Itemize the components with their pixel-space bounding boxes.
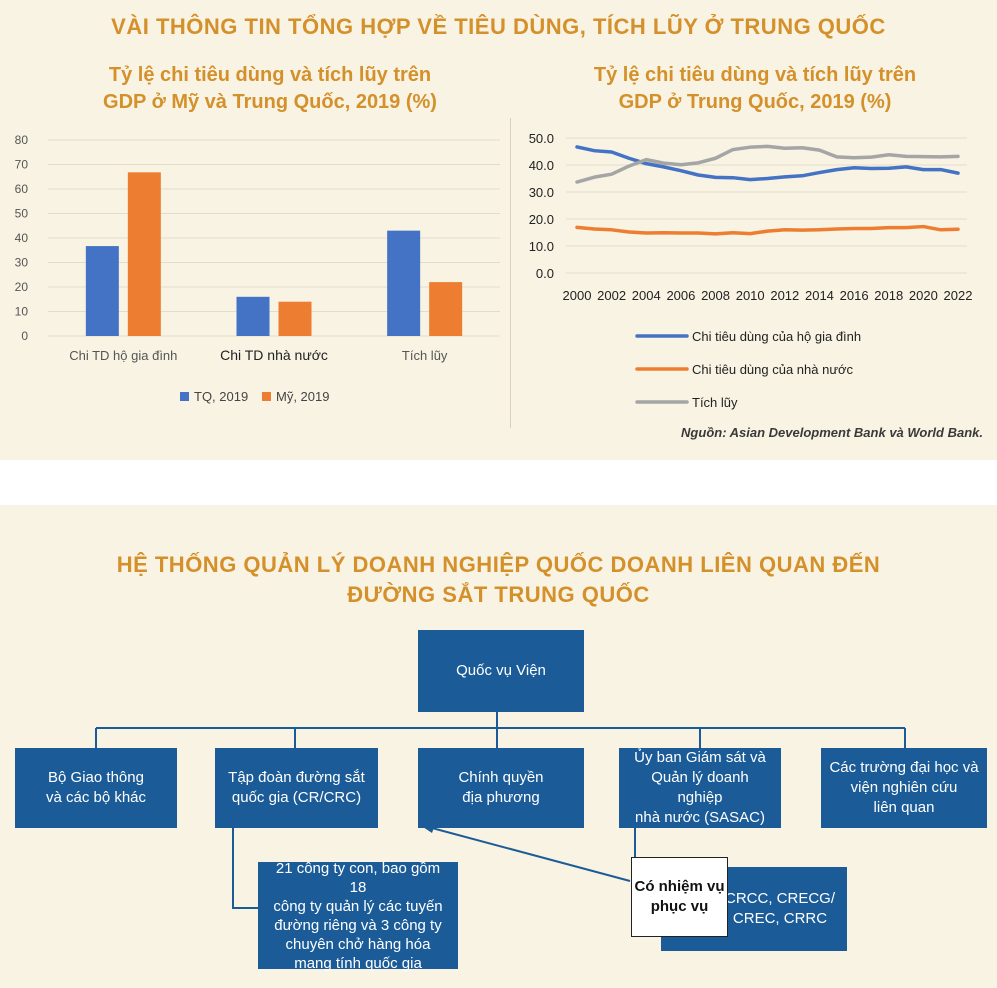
org-box-sasac: Ủy ban Giám sát và Quản lý doanh nghiệp … bbox=[619, 748, 781, 828]
root-box-label: Quốc vụ Viện bbox=[456, 662, 546, 679]
bar-category-label: Chi TD hộ gia đình bbox=[69, 348, 177, 363]
crc-subsidiary-connector bbox=[232, 828, 258, 909]
line-x-tick-label: 2000 bbox=[563, 288, 592, 303]
bar-china bbox=[387, 230, 421, 336]
bar-y-tick-label: 70 bbox=[15, 158, 29, 172]
bar-legend-label: Mỹ, 2019 bbox=[276, 389, 329, 404]
page-title: VÀI THÔNG TIN TỔNG HỢP VỀ TIÊU DÙNG, TÍC… bbox=[111, 14, 886, 39]
bar-category-label: Tích lũy bbox=[402, 348, 448, 363]
bar-category-label: Chi TD nhà nước bbox=[220, 347, 328, 363]
source-note: Nguồn: Asian Development Bank và World B… bbox=[681, 425, 983, 440]
accumulation-series-line bbox=[575, 144, 960, 184]
line-y-tick-label: 40.0 bbox=[529, 158, 554, 173]
line-legend-label: Chi tiêu dùng của hộ gia đình bbox=[692, 329, 861, 344]
line-x-tick-label: 2014 bbox=[805, 288, 834, 303]
line-x-tick-label: 2002 bbox=[597, 288, 626, 303]
org-box-label: Tập đoàn đường sắt quốc gia (CR/CRC) bbox=[228, 769, 365, 806]
service-callout: Có nhiệm vụ phục vụ bbox=[631, 857, 728, 937]
line-x-tick-label: 2018 bbox=[874, 288, 903, 303]
panel-divider bbox=[510, 118, 511, 428]
root-box-state-council: Quốc vụ Viện bbox=[418, 630, 584, 712]
bottom-panel: HỆ THỐNG QUẢN LÝ DOANH NGHIỆP QUỐC DOANH… bbox=[0, 505, 997, 988]
line-y-tick-label: 50.0 bbox=[529, 131, 554, 146]
line-x-tick-label: 2008 bbox=[701, 288, 730, 303]
line-x-tick-label: 2010 bbox=[736, 288, 765, 303]
line-x-tick-label: 2006 bbox=[666, 288, 695, 303]
bar-chart-title-line1: Tỷ lệ chi tiêu dùng và tích lũy trên bbox=[108, 64, 432, 86]
bar-y-tick-label: 10 bbox=[15, 305, 29, 319]
bar-legend-swatch bbox=[180, 392, 189, 401]
line-chart-title-line2: GDP ở Trung Quốc, 2019 (%) bbox=[618, 91, 892, 113]
org-box-universities: Các trường đại học và viện nghiên cứu li… bbox=[821, 748, 987, 828]
top-panel: VÀI THÔNG TIN TỔNG HỢP VỀ TIÊU DÙNG, TÍC… bbox=[0, 0, 997, 460]
line-chart-title: Tỷ lệ chi tiêu dùng và tích lũy trên GDP… bbox=[505, 62, 997, 116]
bar-usa bbox=[127, 172, 161, 336]
line-x-tick-label: 2012 bbox=[770, 288, 799, 303]
line-y-tick-label: 20.0 bbox=[529, 212, 554, 227]
line-x-tick-label: 2022 bbox=[944, 288, 973, 303]
bar-y-tick-label: 40 bbox=[15, 231, 29, 245]
bar-china bbox=[236, 296, 270, 336]
bar-y-tick-label: 50 bbox=[15, 207, 29, 221]
bar-china bbox=[85, 246, 119, 336]
line-chart-title-line1: Tỷ lệ chi tiêu dùng và tích lũy trên bbox=[593, 64, 917, 86]
bar-y-tick-label: 80 bbox=[15, 133, 29, 147]
org-title-line1: HỆ THỐNG QUẢN LÝ DOANH NGHIỆP QUỐC DOANH… bbox=[116, 552, 881, 577]
line-legend-label: Chi tiêu dùng của nhà nước bbox=[692, 362, 854, 377]
bar-legend-label: TQ, 2019 bbox=[194, 389, 248, 404]
bar-chart-title-line2: GDP ở Mỹ và Trung Quốc, 2019 (%) bbox=[103, 91, 437, 113]
org-box-local-government: Chính quyền địa phương bbox=[418, 748, 584, 828]
org-chart-title: HỆ THỐNG QUẢN LÝ DOANH NGHIỆP QUỐC DOANH… bbox=[0, 550, 997, 610]
org-box-transport-ministry: Bộ Giao thông và các bộ khác bbox=[15, 748, 177, 828]
org-box-china-railway: Tập đoàn đường sắt quốc gia (CR/CRC) bbox=[215, 748, 378, 828]
bar-y-tick-label: 60 bbox=[15, 182, 29, 196]
org-box-label: CRCC, CRECG/ CREC, CRRC bbox=[724, 890, 835, 927]
bar-chart-title: Tỷ lệ chi tiêu dùng và tích lũy trên GDP… bbox=[20, 62, 520, 116]
line-y-tick-label: 10.0 bbox=[529, 239, 554, 254]
service-callout-label: Có nhiệm vụ phục vụ bbox=[634, 878, 725, 915]
line-x-tick-label: 2004 bbox=[632, 288, 661, 303]
bar-usa bbox=[429, 282, 463, 336]
org-box-label: Bộ Giao thông và các bộ khác bbox=[45, 769, 147, 806]
line-x-tick-label: 2020 bbox=[909, 288, 938, 303]
bar-y-tick-label: 30 bbox=[15, 256, 29, 270]
org-connectors bbox=[95, 712, 906, 909]
org-box-label: 21 công ty con, bao gồm 18 công ty quản … bbox=[273, 859, 443, 972]
line-x-tick-label: 2016 bbox=[840, 288, 869, 303]
line-legend-label: Tích lũy bbox=[692, 395, 738, 410]
service-arrow-line bbox=[431, 827, 631, 882]
government-series-line bbox=[575, 224, 960, 236]
bar-chart: 0 10 20 30 40 50 60 70 80 Chi TD hộ gia đình Chi T… bbox=[15, 133, 500, 404]
org-box-label: Các trường đại học và viện nghiên cứu li… bbox=[829, 759, 979, 816]
org-title-line2: ĐƯỜNG SẮT TRUNG QUỐC bbox=[347, 582, 650, 607]
org-box-label: Chính quyền địa phương bbox=[458, 769, 544, 806]
bar-usa bbox=[278, 301, 312, 336]
bar-y-tick-label: 0 bbox=[21, 329, 28, 343]
line-y-tick-label: 30.0 bbox=[529, 185, 554, 200]
bar-y-tick-label: 20 bbox=[15, 280, 29, 294]
line-y-tick-label: 0.0 bbox=[536, 266, 554, 281]
org-box-subsidiaries: 21 công ty con, bao gồm 18 công ty quản … bbox=[258, 860, 458, 972]
org-box-label: Ủy ban Giám sát và Quản lý doanh nghiệp … bbox=[634, 749, 766, 826]
line-chart: 0.0 10.0 20.0 30.0 40.0 50.0 2000 2002 2004 2006 2… bbox=[529, 131, 973, 410]
bar-legend-swatch bbox=[262, 392, 271, 401]
